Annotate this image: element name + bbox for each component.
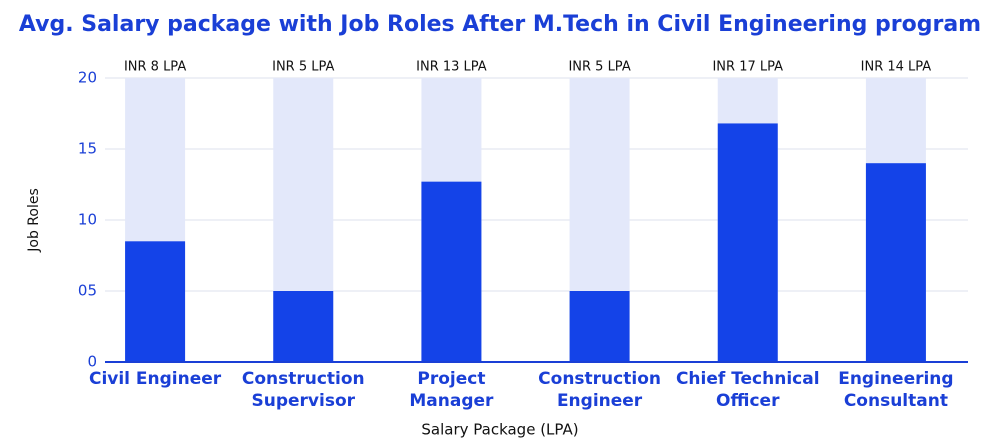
bar <box>125 241 186 362</box>
annotation: INR 8 LPA <box>124 60 186 75</box>
bar <box>273 291 334 362</box>
bar <box>569 291 630 362</box>
x-tick-label: Civil Engineer <box>88 369 222 389</box>
x-tick-label: Project Manager <box>409 369 494 411</box>
annotation: INR 5 LPA <box>568 60 630 75</box>
y-tick-label: 0 <box>87 353 97 371</box>
x-axis-label: Salary Package (LPA) <box>421 421 578 439</box>
x-tick-label: Chief Technical Officer <box>675 369 820 411</box>
y-tick-label: 10 <box>78 211 97 229</box>
x-tick-label: Engineering Consultant <box>838 369 954 411</box>
x-tick-label: Construction Engineer <box>538 369 661 411</box>
y-tick-label: 05 <box>78 282 97 300</box>
y-axis-label: Job Roles <box>26 188 42 253</box>
annotation: INR 14 LPA <box>861 60 932 75</box>
bar <box>421 181 482 362</box>
bar <box>865 163 926 362</box>
chart-title: Avg. Salary package with Job Roles After… <box>19 12 981 37</box>
x-tick-label: Construction Supervisor <box>241 369 365 411</box>
y-tick-label: 15 <box>78 140 97 158</box>
bar <box>717 123 778 362</box>
annotation: INR 13 LPA <box>416 60 487 75</box>
annotation: INR 17 LPA <box>712 60 783 75</box>
annotation: INR 5 LPA <box>272 60 334 75</box>
y-tick-label: 20 <box>78 69 97 87</box>
